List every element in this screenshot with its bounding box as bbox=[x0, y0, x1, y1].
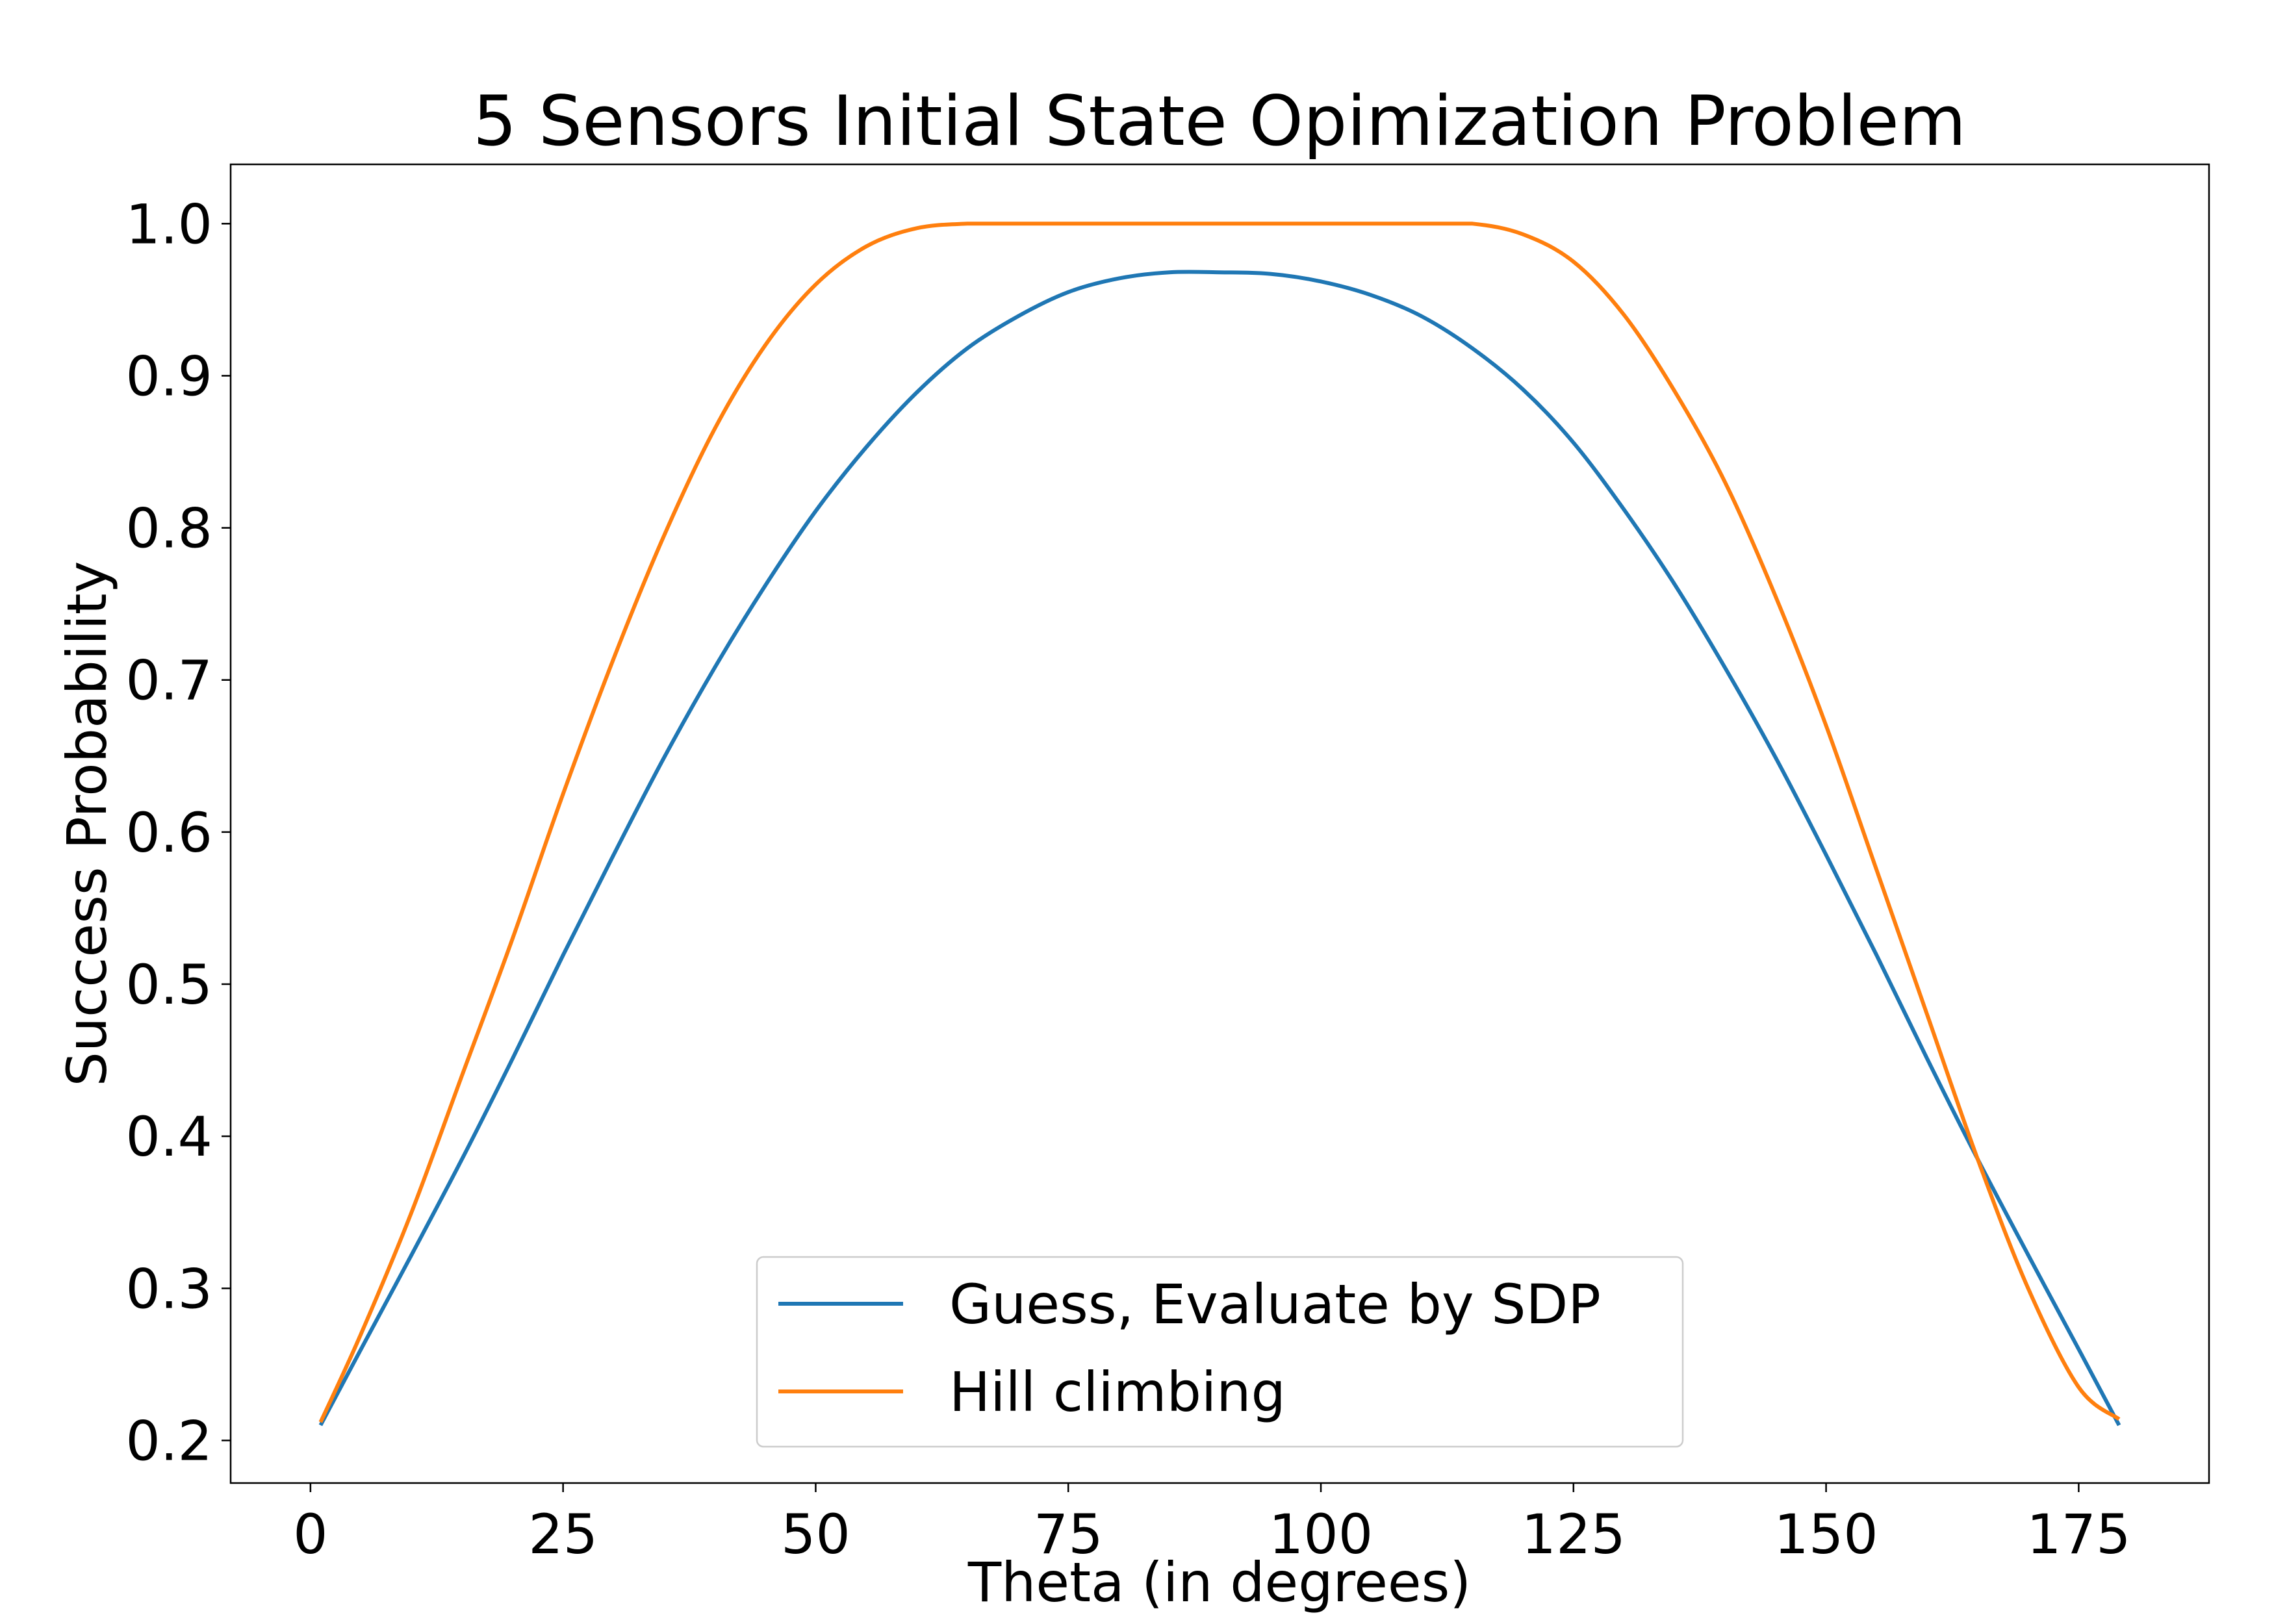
legend-label-hill-climbing: Hill climbing bbox=[949, 1360, 1286, 1424]
plot-frame bbox=[229, 163, 2210, 1484]
x-tick-label: 25 bbox=[528, 1503, 598, 1566]
series-line-sdp bbox=[318, 270, 2121, 1427]
series-line-hill-climbing bbox=[318, 222, 2121, 1423]
y-axis-label: Success Probability bbox=[55, 561, 119, 1087]
y-tick-label: 0.7 bbox=[125, 649, 212, 713]
y-tick-label: 0.2 bbox=[125, 1409, 212, 1473]
y-tick-label: 0.5 bbox=[125, 953, 212, 1017]
x-tick-label: 0 bbox=[293, 1503, 327, 1566]
y-tick-label: 0.3 bbox=[125, 1257, 212, 1321]
y-tick-label: 0.9 bbox=[125, 344, 212, 408]
plot-area bbox=[229, 163, 2210, 1484]
legend: Guess, Evaluate by SDP Hill climbing bbox=[756, 1256, 1684, 1448]
x-tick-label: 50 bbox=[781, 1503, 850, 1566]
x-axis-label: Theta (in degrees) bbox=[967, 1551, 1471, 1614]
x-tick-label: 125 bbox=[1522, 1503, 1626, 1566]
x-tick-label: 100 bbox=[1269, 1503, 1373, 1566]
x-tick-label: 150 bbox=[1774, 1503, 1878, 1566]
y-axis: 0.2 0.3 0.4 0.5 0.6 0.7 0.8 0.9 1.0 bbox=[125, 192, 231, 1473]
y-tick-label: 0.4 bbox=[125, 1105, 212, 1169]
y-tick-label: 0.8 bbox=[125, 497, 212, 561]
legend-label-sdp: Guess, Evaluate by SDP bbox=[949, 1273, 1601, 1336]
x-tick-label: 75 bbox=[1034, 1503, 1103, 1566]
x-tick-label: 175 bbox=[2026, 1503, 2130, 1566]
y-tick-label: 1.0 bbox=[125, 192, 212, 256]
x-axis: 0 25 50 75 100 125 150 175 bbox=[293, 1483, 2131, 1566]
chart-title: 5 Sensors Initial State Opimization Prob… bbox=[473, 81, 1966, 161]
series-layer bbox=[318, 222, 2121, 1427]
legend-box bbox=[756, 1256, 1684, 1448]
y-tick-label: 0.6 bbox=[125, 801, 212, 865]
